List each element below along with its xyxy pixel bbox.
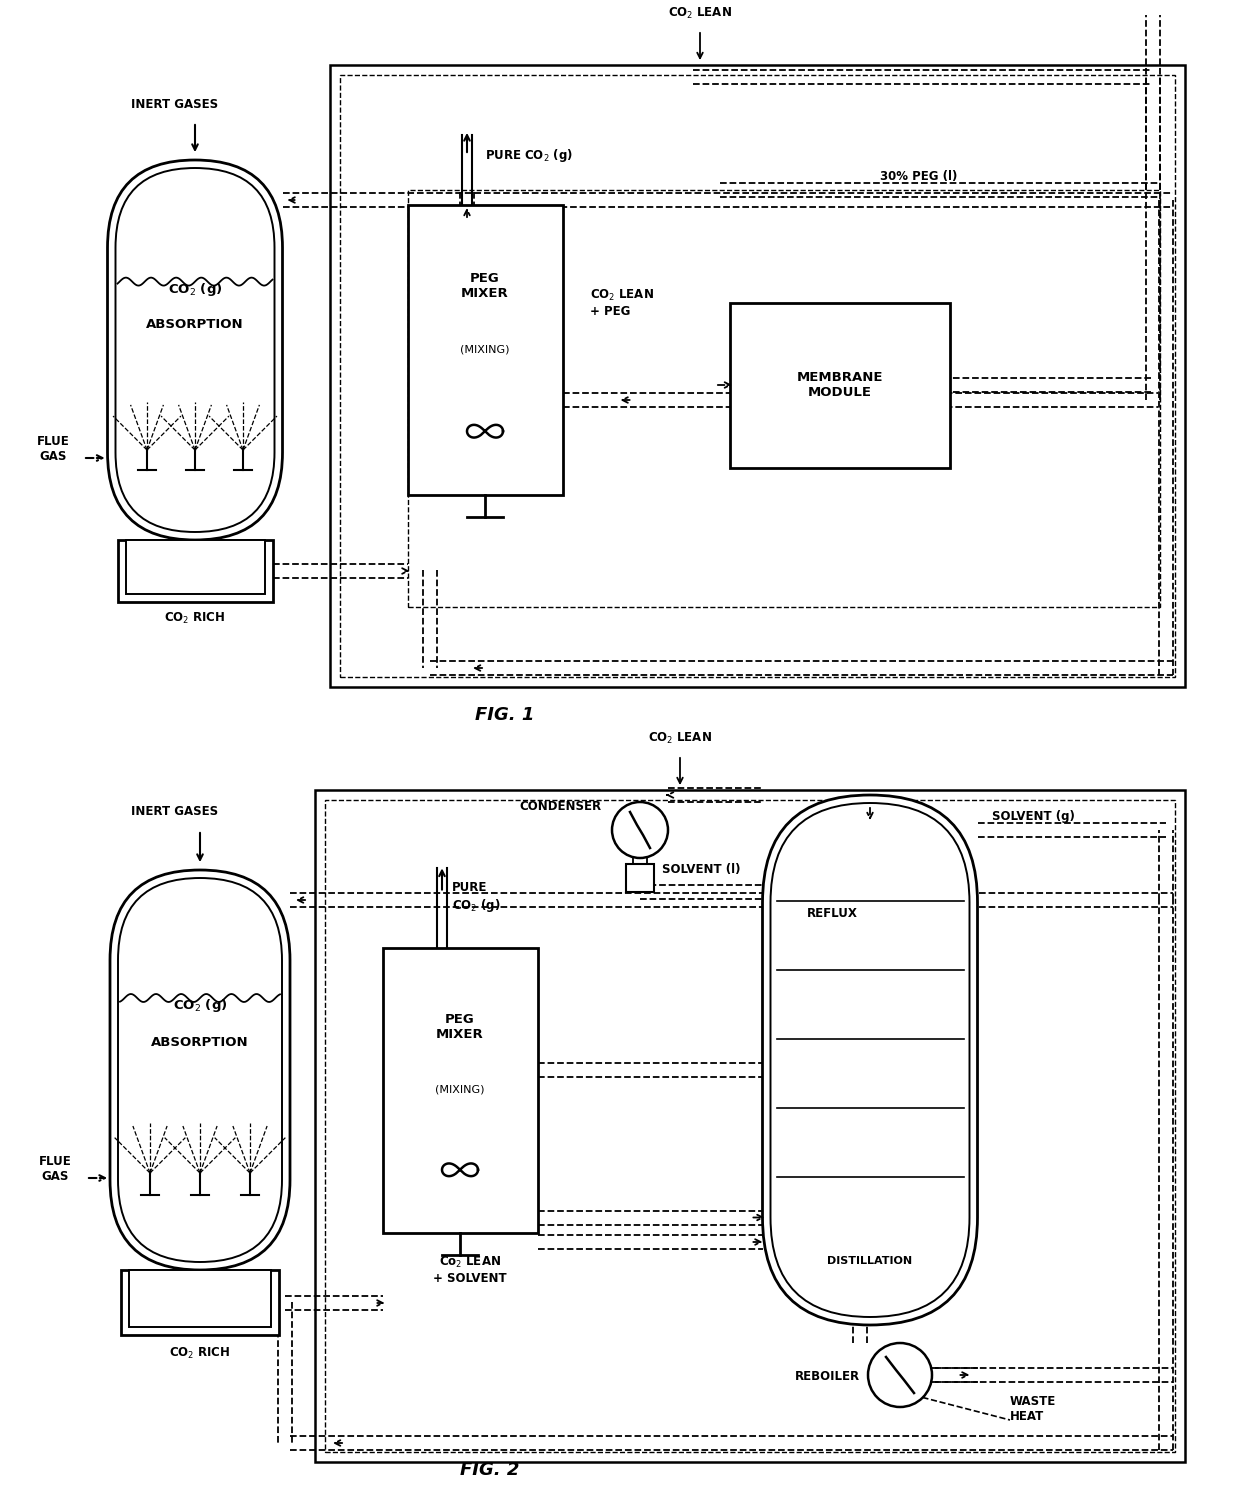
Bar	[408, 206, 563, 495]
Text: PURE CO$_2$ (g): PURE CO$_2$ (g)	[485, 146, 573, 164]
Text: REFLUX: REFLUX	[807, 907, 858, 919]
Text: DISTILLATION: DISTILLATION	[827, 1256, 913, 1266]
Bar	[125, 539, 264, 595]
Text: CO$_2$ LEAN
+ PEG: CO$_2$ LEAN + PEG	[590, 288, 653, 317]
Text: SOLVENT (l): SOLVENT (l)	[662, 863, 740, 876]
Text: PURE
CO$_2$ (g): PURE CO$_2$ (g)	[453, 881, 501, 913]
Text: ABSORPTION: ABSORPTION	[146, 319, 244, 331]
Text: 30% PEG (l): 30% PEG (l)	[880, 170, 957, 183]
Text: FIG. 2: FIG. 2	[460, 1462, 520, 1480]
Text: CO$_2$ (g): CO$_2$ (g)	[167, 282, 222, 298]
Text: CONDENSER: CONDENSER	[520, 800, 601, 814]
Text: CO$_2$ (g): CO$_2$ (g)	[172, 997, 227, 1013]
Circle shape	[613, 802, 668, 858]
Bar	[330, 66, 1185, 687]
Text: INERT GASES: INERT GASES	[131, 805, 218, 818]
Bar	[122, 1269, 279, 1335]
Text: FLUE
GAS: FLUE GAS	[38, 1155, 72, 1183]
Bar	[626, 864, 653, 893]
Text: PEG
MIXER: PEG MIXER	[436, 1013, 484, 1042]
Text: REBOILER: REBOILER	[795, 1369, 861, 1383]
Text: CO$_2$ RICH: CO$_2$ RICH	[170, 1345, 231, 1360]
FancyBboxPatch shape	[110, 870, 290, 1269]
Text: (MIXING): (MIXING)	[435, 1085, 485, 1095]
FancyBboxPatch shape	[763, 796, 977, 1325]
Bar	[340, 74, 1176, 676]
Text: MEMBRANE
MODULE: MEMBRANE MODULE	[797, 371, 883, 399]
Circle shape	[868, 1342, 932, 1407]
Bar	[730, 302, 950, 468]
Text: (MIXING): (MIXING)	[460, 346, 510, 355]
Text: INERT GASES: INERT GASES	[131, 98, 218, 110]
Text: ABSORPTION: ABSORPTION	[151, 1036, 249, 1049]
Text: PEG
MIXER: PEG MIXER	[461, 273, 508, 299]
Text: CO$_2$ RICH: CO$_2$ RICH	[165, 611, 226, 626]
Text: Co$_2$ LEAN
+ SOLVENT: Co$_2$ LEAN + SOLVENT	[433, 1256, 507, 1286]
Bar	[325, 800, 1176, 1451]
Text: WASTE
HEAT: WASTE HEAT	[1011, 1395, 1056, 1423]
Text: CO$_2$ LEAN: CO$_2$ LEAN	[649, 732, 712, 746]
Bar	[408, 191, 1159, 606]
Bar	[382, 948, 537, 1232]
FancyBboxPatch shape	[108, 159, 283, 539]
Bar	[118, 539, 273, 602]
Bar	[315, 790, 1185, 1462]
Text: FLUE
GAS: FLUE GAS	[37, 435, 69, 463]
Text: CO$_2$ LEAN: CO$_2$ LEAN	[668, 6, 732, 21]
Bar	[129, 1269, 272, 1328]
Text: SOLVENT (g): SOLVENT (g)	[992, 811, 1075, 822]
Text: FIG. 1: FIG. 1	[475, 706, 534, 724]
